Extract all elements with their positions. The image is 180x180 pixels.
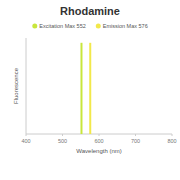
legend-label: Emission Max 576 bbox=[103, 23, 148, 29]
x-tick-label: 800 bbox=[167, 138, 176, 144]
plot-area bbox=[81, 43, 90, 134]
legend-marker bbox=[32, 24, 37, 29]
x-tick-label: 500 bbox=[58, 138, 67, 144]
title: Rhodamine bbox=[60, 5, 120, 17]
x-axis-label: Wavelength (nm) bbox=[76, 148, 121, 154]
x-tick-label: 700 bbox=[131, 138, 140, 144]
legend-marker bbox=[96, 24, 101, 29]
x-tick bbox=[99, 134, 100, 136]
legend-label: Excitation Max 552 bbox=[39, 23, 85, 29]
y-axis bbox=[26, 38, 27, 134]
x-tick-label: 600 bbox=[94, 138, 103, 144]
x-tick bbox=[26, 134, 27, 136]
chart-svg: Rhodamine 400 500 600 700 800 Wavelength (nm) F… bbox=[0, 0, 180, 180]
x-tick bbox=[135, 134, 136, 136]
legend: Excitation Max 552 Emission Max 576 bbox=[32, 23, 147, 29]
x-tick bbox=[62, 134, 63, 136]
x-tick-label: 400 bbox=[21, 138, 30, 144]
x-tick bbox=[172, 134, 173, 136]
spectrum-line bbox=[80, 43, 82, 134]
y-axis-label: Fluorescence bbox=[13, 67, 19, 104]
spectrum-line bbox=[89, 43, 91, 134]
chart-container: Rhodamine 400 500 600 700 800 Wavelength (nm) F… bbox=[0, 0, 180, 180]
